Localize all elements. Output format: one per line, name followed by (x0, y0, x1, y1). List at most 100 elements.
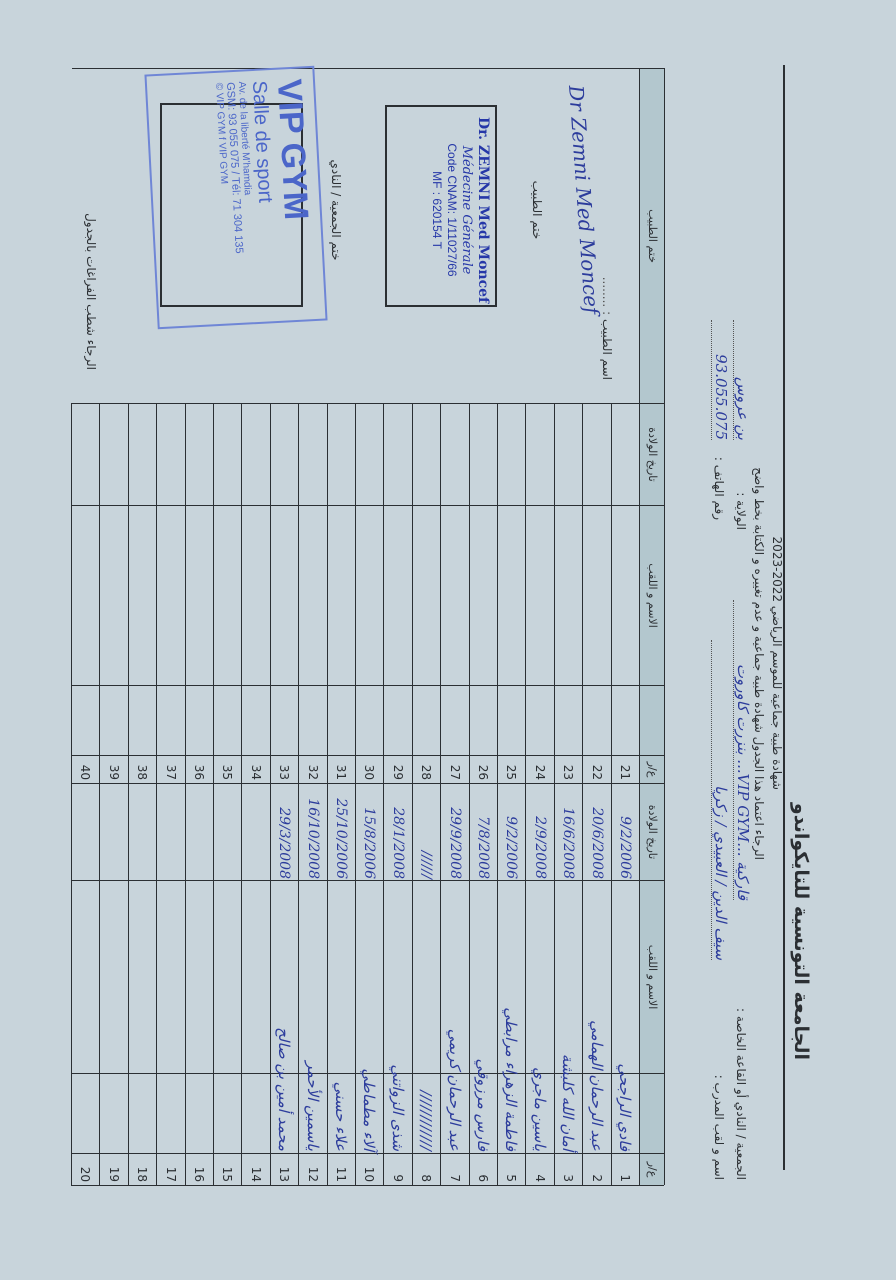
row-number: 30 (355, 756, 384, 784)
athlete-name: فاطمة الزهراء مرابطي (502, 1007, 521, 1151)
birth-date-cell (241, 784, 270, 881)
doctor-name-label: اسم الطبيب (600, 318, 614, 380)
birth-date-cell (440, 404, 469, 506)
athlete-name: ياسمين الأحمر (303, 1061, 322, 1151)
name-cell (468, 506, 497, 686)
row-number: 14 (241, 1154, 270, 1186)
athlete-birth-date: 9/2/2006 (617, 816, 633, 879)
row-number: 8 (411, 1154, 441, 1186)
birth-date-cell (468, 404, 497, 506)
name-cell (213, 881, 242, 1074)
row-number: 37 (156, 756, 185, 784)
row-number: 12 (298, 1154, 327, 1186)
name-cell (241, 506, 270, 686)
birth-date-cell (127, 404, 157, 506)
blank-header (639, 686, 664, 756)
name-cell (71, 881, 100, 1074)
athlete-name: علاء حسني (332, 1081, 350, 1151)
birth-date-cell (156, 784, 185, 881)
blank-cell (127, 686, 157, 756)
athlete-birth-date: 28/1/2008 (389, 807, 406, 879)
blank-cell (326, 686, 355, 756)
blank-cell (99, 1074, 128, 1154)
coach-value: سيف الدين / العبيدي / زكريا (711, 640, 730, 960)
doctor-stamp-specialty: Médecine Générale (459, 145, 475, 275)
birth-date-cell (525, 404, 554, 506)
phone-value: 93.055.075 (711, 320, 730, 440)
footer-note: الرجاء شطب الفراغات بالجدول (84, 213, 98, 370)
club-stamp-label: ختم الجمعية / النادي (329, 159, 343, 261)
row-number: 36 (184, 756, 213, 784)
row-number: 28 (411, 756, 441, 784)
birth-date-cell (127, 784, 157, 881)
name-cell (355, 506, 384, 686)
birth-date-cell (383, 404, 412, 506)
birth-date-cell (497, 404, 526, 506)
blank-cell (213, 1074, 242, 1154)
name-cell (127, 506, 157, 686)
row-number: 35 (213, 756, 242, 784)
doctor-stamp: Dr. ZEMNI Med Moncef Médecine Générale C… (430, 95, 491, 325)
birth-date-cell (71, 404, 100, 506)
athlete-birth-date: 29/3/2008 (276, 807, 293, 879)
blank-cell (298, 686, 327, 756)
athlete-birth-date: 20/6/2008 (588, 807, 605, 879)
name-cell (241, 881, 270, 1074)
name-cell (71, 506, 100, 686)
form-title: شهادة طبية جماعية للموسم الرياضي 2022-20… (770, 536, 784, 790)
governorate-label: الولاية : (734, 492, 748, 530)
blank-header (639, 1074, 664, 1154)
birth-date-cell (184, 784, 213, 881)
row-number: 21 (610, 756, 639, 784)
name-cell (582, 506, 611, 686)
instruction-text: الرجاء اعتماد هذا الجدول شهادة طبية جماع… (752, 467, 766, 860)
athlete-birth-date: 25/10/2006 (333, 798, 349, 879)
blank-cell (241, 1074, 270, 1154)
name-cell (553, 506, 583, 686)
doctor-stamp-header: ختم الطبيب (639, 69, 664, 404)
row-number: 15 (213, 1154, 242, 1186)
club-label: الجمعية / النادي أو القاعة الخاصة : (734, 1008, 748, 1180)
blank-cell (440, 686, 469, 756)
blank-cell (553, 686, 583, 756)
coach-label: اسم و لقب المدرب : (712, 1074, 726, 1180)
name-cell (383, 506, 412, 686)
name-cell (610, 506, 639, 686)
blank-cell (582, 686, 611, 756)
blank-cell (610, 686, 639, 756)
row-number: 24 (525, 756, 554, 784)
name-cell (497, 506, 526, 686)
name-cell (440, 506, 469, 686)
name-cell (99, 506, 128, 686)
blank-cell (156, 1074, 185, 1154)
blank-cell (127, 1074, 157, 1154)
birth-date-cell (269, 404, 299, 506)
birth-date-cell (326, 404, 355, 506)
birth-date-cell (156, 404, 185, 506)
vip-gym-stamp: VIP GYM Salle de sport Av. de la liberté… (144, 65, 328, 330)
row-number: 17 (156, 1154, 185, 1186)
name-cell (184, 881, 213, 1074)
blank-cell (71, 686, 100, 756)
blank-cell (184, 1074, 213, 1154)
doctor-stamp-cnam: Code CNAM: 1/11027/66 (444, 143, 459, 277)
athlete-name: فارس مرزوقي (474, 1058, 492, 1151)
row-number: 22 (582, 756, 611, 784)
blank-cell (383, 686, 412, 756)
birth-date-cell (411, 404, 441, 506)
athlete-name: فادي الراجحي (616, 1063, 634, 1151)
athlete-name: عبد الرحمان كريمي (445, 1028, 464, 1151)
athlete-name: شذى الزواتني (388, 1064, 407, 1151)
row-number: 11 (326, 1154, 355, 1186)
row-number: 27 (440, 756, 469, 784)
athlete-name: عبد الرحمان الهمامي (587, 1020, 606, 1151)
name-cell (269, 506, 299, 686)
name-cell (156, 881, 185, 1074)
blank-cell (99, 686, 128, 756)
row-number: 3 (553, 1154, 583, 1186)
row-number: 6 (468, 1154, 497, 1186)
blank-cell (497, 686, 526, 756)
number-header: ع/ر (639, 1154, 664, 1186)
blank-cell (525, 686, 554, 756)
